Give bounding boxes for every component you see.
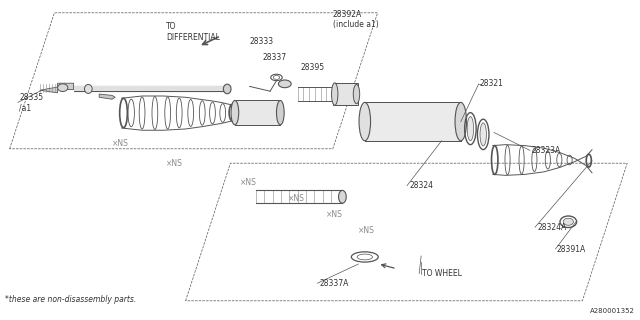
Polygon shape (40, 83, 74, 93)
Text: TO WHEEL: TO WHEEL (422, 269, 462, 278)
Text: 28324A: 28324A (538, 223, 567, 232)
Ellipse shape (332, 83, 338, 105)
Ellipse shape (467, 117, 474, 141)
Text: 28392A
(include a1): 28392A (include a1) (333, 10, 378, 29)
Ellipse shape (339, 190, 346, 203)
Text: A280001352: A280001352 (590, 308, 635, 314)
Ellipse shape (455, 102, 467, 141)
Text: 28321: 28321 (480, 79, 504, 88)
Text: ×NS: ×NS (358, 226, 375, 235)
Text: 28391A: 28391A (557, 245, 586, 254)
Text: 28324: 28324 (410, 181, 434, 190)
Text: ×NS: ×NS (240, 178, 257, 187)
Ellipse shape (359, 102, 371, 141)
Text: *these are non-disassembly parts.: *these are non-disassembly parts. (5, 295, 136, 304)
Text: ×NS: ×NS (288, 194, 305, 203)
Ellipse shape (223, 84, 231, 94)
Ellipse shape (84, 84, 92, 93)
Polygon shape (235, 100, 280, 125)
Ellipse shape (278, 80, 291, 88)
Text: ×NS: ×NS (112, 140, 129, 148)
Polygon shape (99, 94, 115, 99)
Ellipse shape (231, 100, 239, 125)
Polygon shape (333, 83, 358, 105)
Text: 28395: 28395 (301, 63, 325, 72)
Text: 28323A: 28323A (531, 146, 561, 155)
Ellipse shape (353, 84, 360, 104)
Ellipse shape (276, 100, 284, 125)
Ellipse shape (480, 123, 486, 146)
Polygon shape (365, 102, 461, 141)
Text: TO
DIFFERENTIAL: TO DIFFERENTIAL (166, 22, 220, 42)
Text: 28333: 28333 (250, 37, 274, 46)
Text: ×NS: ×NS (166, 159, 183, 168)
Text: 28337: 28337 (262, 53, 287, 62)
Text: ×NS: ×NS (326, 210, 343, 219)
Ellipse shape (563, 218, 573, 225)
Polygon shape (74, 86, 230, 91)
Text: 28337A: 28337A (320, 279, 349, 288)
Text: 28335
/a1: 28335 /a1 (19, 93, 44, 112)
Ellipse shape (58, 84, 68, 92)
